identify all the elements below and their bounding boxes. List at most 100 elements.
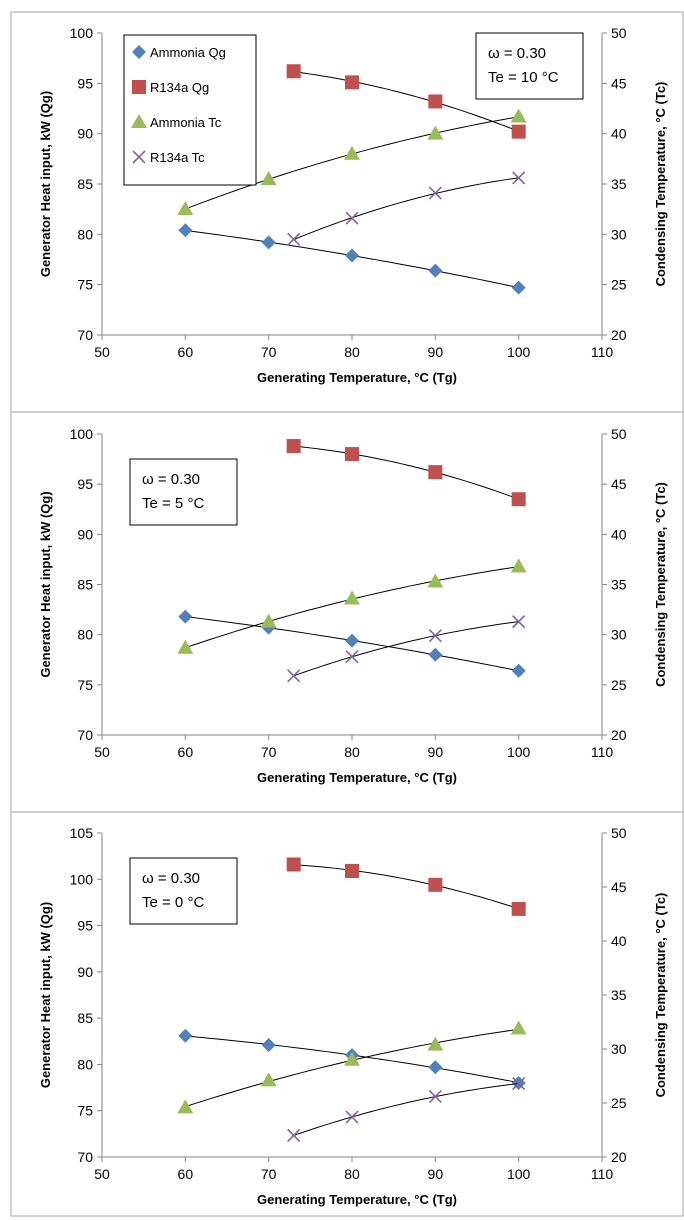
data-point-ammonia-tc [177,639,194,654]
data-point-r134a-tc [345,211,359,225]
x-tick-label: 50 [94,344,110,360]
data-point-ammonia-tc [427,573,444,588]
y-tick-label-left: 100 [70,25,94,41]
data-point-ammonia-tc [344,1051,360,1066]
data-point-ammonia-qg [178,609,193,624]
y-tick-label-right: 40 [611,526,627,542]
data-point-ammonia-tc [344,145,360,160]
x-tick-label: 50 [94,1166,110,1182]
x-tick-label: 80 [344,744,360,760]
x-tick-label: 100 [507,744,531,760]
data-point-ammonia-tc [177,201,194,216]
y-tick-label-right: 20 [611,727,627,743]
y-tick-label-right: 40 [611,126,627,142]
annotation-box [129,857,238,925]
x-axis-title: Generating Temperature, °C (Tg) [257,770,457,785]
y-tick-label-left: 85 [77,577,93,593]
data-point-ammonia-qg [511,280,526,295]
x-tick-label: 80 [344,344,360,360]
data-point-r134a-tc [287,1128,301,1142]
y-tick-label-left: 70 [77,327,93,343]
y-tick-label-left: 80 [77,1056,93,1072]
legend-label: R134a Tc [150,150,205,165]
chart-panel-1: 50 60 70 80 90 100 110 70 75 80 85 90 95 100 20 25 30 35 4… [10,11,684,413]
data-point-ammonia-qg [511,663,526,678]
y-tick-label-right: 50 [611,825,627,841]
y-tick-label-left: 90 [77,526,93,542]
data-point-r134a-qg [286,857,301,872]
data-point-r134a-qg [511,124,526,139]
data-point-ammonia-qg [178,1028,193,1043]
trendline-r134a-qg [293,71,519,132]
y-tick-label-left: 75 [77,1103,93,1119]
data-point-ammonia-qg [428,263,443,278]
data-point-r134a-qg [345,863,359,878]
legend: Ammonia Qg R134a Qg Ammonia Tc R134a Tc [123,34,257,186]
y-tick-label-right: 35 [611,987,627,1003]
legend-label: R134a Qg [150,80,209,95]
chart-panel-2: 50 60 70 80 90 100 110 70 75 80 85 90 95 100 20 25 30 35 4… [10,411,684,813]
trendline-r134a-qg [293,445,519,500]
data-point-ammonia-qg [178,223,193,238]
x-tick-label: 60 [178,1166,194,1182]
annotation: ω = 0.30 Te = 10 °C [475,32,584,100]
data-point-r134a-qg [286,64,301,79]
annotation-line: ω = 0.30 [488,45,546,62]
data-point-r134a-qg [345,447,359,462]
y-tick-label-left: 80 [77,627,93,643]
data-point-r134a-tc [512,1076,526,1091]
y-tick-label-left: 105 [70,825,94,841]
annotation-line: ω = 0.30 [142,471,200,488]
data-point-ammonia-tc [427,125,444,140]
data-point-ammonia-tc [510,1020,527,1035]
y-tick-label-left: 95 [77,75,93,91]
data-point-ammonia-tc [510,558,527,573]
data-point-r134a-qg [286,439,301,454]
y-tick-label-right: 20 [611,1149,627,1165]
y-tick-label-right: 50 [611,426,627,442]
y-tick-label-right: 50 [611,25,627,41]
data-point-ammonia-tc [427,1036,444,1051]
annotation-box [129,458,238,526]
y-tick-label-left: 100 [70,871,94,887]
data-point-r134a-tc [512,615,526,629]
x-tick-label: 90 [428,744,444,760]
x-tick-label: 60 [178,344,194,360]
y-tick-label-right: 35 [611,577,627,593]
y-axis-title-right: Condensing Temperature, °C (Tc) [653,482,668,687]
x-axis-title: Generating Temperature, °C (Tg) [257,1192,457,1207]
data-point-ammonia-tc [344,590,360,605]
x-tick-label: 70 [261,1166,277,1182]
y-axis-title-left: Generator Heat input, kW (Qg) [38,902,53,1088]
trendline-r134a-tc [293,177,519,241]
data-point-ammonia-tc [260,613,277,628]
data-point-r134a-qg [428,877,443,892]
x-tick-label: 110 [591,344,614,360]
y-tick-label-right: 20 [611,327,627,343]
annotation: ω = 0.30 Te = 0 °C [129,857,238,925]
x-tick-label: 70 [261,744,277,760]
data-point-r134a-tc [345,1110,359,1124]
x-tick-label: 110 [591,744,614,760]
y-axis-title-left: Generator Heat input, kW (Qg) [38,491,53,677]
y-tick-label-left: 75 [77,277,93,293]
trendline-r134a-tc [293,621,519,677]
data-point-r134a-qg [428,94,443,109]
data-point-ammonia-tc [177,1099,194,1114]
data-point-r134a-qg [511,492,526,507]
y-tick-label-left: 95 [77,476,93,492]
data-point-ammonia-tc [510,108,527,123]
x-tick-label: 100 [507,1166,531,1182]
y-tick-label-left: 80 [77,226,93,242]
legend-box [123,34,257,186]
data-point-ammonia-qg [261,1037,276,1052]
data-point-ammonia-qg [261,235,276,250]
legend-label: Ammonia Qg [150,45,226,60]
y-axis-title-right: Condensing Temperature, °C (Tc) [653,82,668,287]
annotation: ω = 0.30 Te = 5 °C [129,458,238,526]
x-tick-label: 110 [591,1166,614,1182]
legend-marker [132,150,146,164]
y-tick-label-left: 95 [77,918,93,934]
x-tick-label: 100 [507,344,531,360]
